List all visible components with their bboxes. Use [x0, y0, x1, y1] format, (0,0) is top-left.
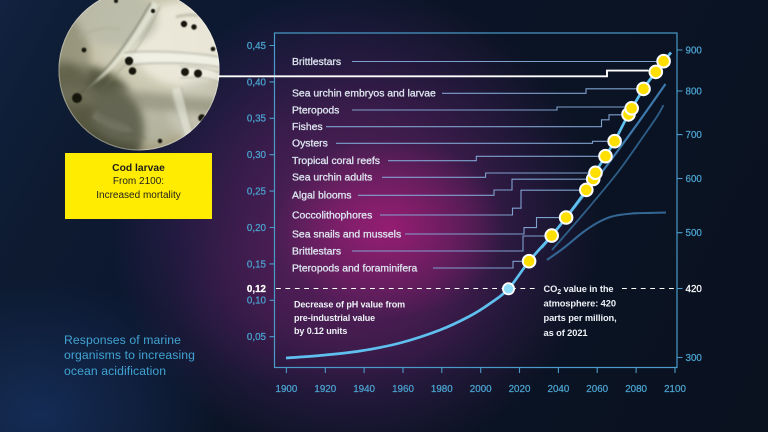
svg-text:600: 600: [686, 174, 703, 185]
svg-text:Brittlestars: Brittlestars: [292, 57, 341, 68]
svg-text:0,12: 0,12: [247, 284, 267, 295]
svg-text:1960: 1960: [392, 384, 414, 395]
svg-text:Algal blooms: Algal blooms: [292, 191, 352, 202]
svg-text:Decrease of pH value from: Decrease of pH value from: [294, 300, 405, 310]
svg-text:1980: 1980: [431, 384, 453, 395]
svg-text:0,35: 0,35: [247, 114, 267, 125]
svg-text:0,15: 0,15: [247, 259, 267, 270]
svg-text:Sea urchin adults: Sea urchin adults: [292, 173, 372, 184]
svg-text:1940: 1940: [353, 384, 375, 395]
svg-text:as of 2021: as of 2021: [544, 328, 588, 338]
svg-text:2000: 2000: [470, 384, 492, 395]
svg-text:0,05: 0,05: [247, 332, 267, 343]
svg-text:2040: 2040: [548, 384, 570, 395]
svg-text:300: 300: [686, 353, 703, 364]
svg-text:Fishes: Fishes: [292, 122, 323, 133]
svg-text:700: 700: [686, 130, 703, 141]
svg-text:Pteropods and foraminifera: Pteropods and foraminifera: [292, 263, 418, 274]
svg-text:by 0.12 units: by 0.12 units: [294, 326, 347, 336]
svg-text:2060: 2060: [586, 384, 608, 395]
svg-text:0,40: 0,40: [247, 77, 267, 88]
svg-text:Tropical coral reefs: Tropical coral reefs: [292, 156, 380, 167]
svg-text:Sea urchin embryos and larvae: Sea urchin embryos and larvae: [292, 89, 436, 100]
svg-text:1900: 1900: [276, 384, 298, 395]
svg-text:Oysters: Oysters: [292, 139, 328, 150]
svg-text:Pteropods: Pteropods: [292, 105, 339, 116]
svg-text:Brittlestars: Brittlestars: [292, 246, 341, 257]
svg-text:2020: 2020: [509, 384, 531, 395]
svg-text:900: 900: [686, 45, 703, 56]
svg-text:2100: 2100: [664, 384, 686, 395]
svg-text:1920: 1920: [314, 384, 336, 395]
svg-text:800: 800: [686, 86, 703, 97]
svg-text:420: 420: [686, 284, 703, 295]
svg-text:Sea snails and mussels: Sea snails and mussels: [292, 229, 401, 240]
svg-text:0,25: 0,25: [247, 187, 267, 198]
svg-text:0,20: 0,20: [247, 223, 267, 234]
svg-text:CO2 value in the: CO2 value in the: [544, 284, 614, 296]
svg-text:2080: 2080: [625, 384, 647, 395]
svg-text:500: 500: [686, 228, 703, 239]
svg-text:parts per million,: parts per million,: [544, 313, 617, 323]
svg-text:atmosphere: 420: atmosphere: 420: [544, 299, 616, 309]
svg-text:0,10: 0,10: [247, 296, 267, 307]
svg-text:Coccolithophores: Coccolithophores: [292, 210, 372, 221]
svg-text:0,30: 0,30: [247, 150, 267, 161]
svg-text:0,45: 0,45: [247, 41, 267, 52]
svg-text:pre-industrial value: pre-industrial value: [294, 313, 375, 323]
